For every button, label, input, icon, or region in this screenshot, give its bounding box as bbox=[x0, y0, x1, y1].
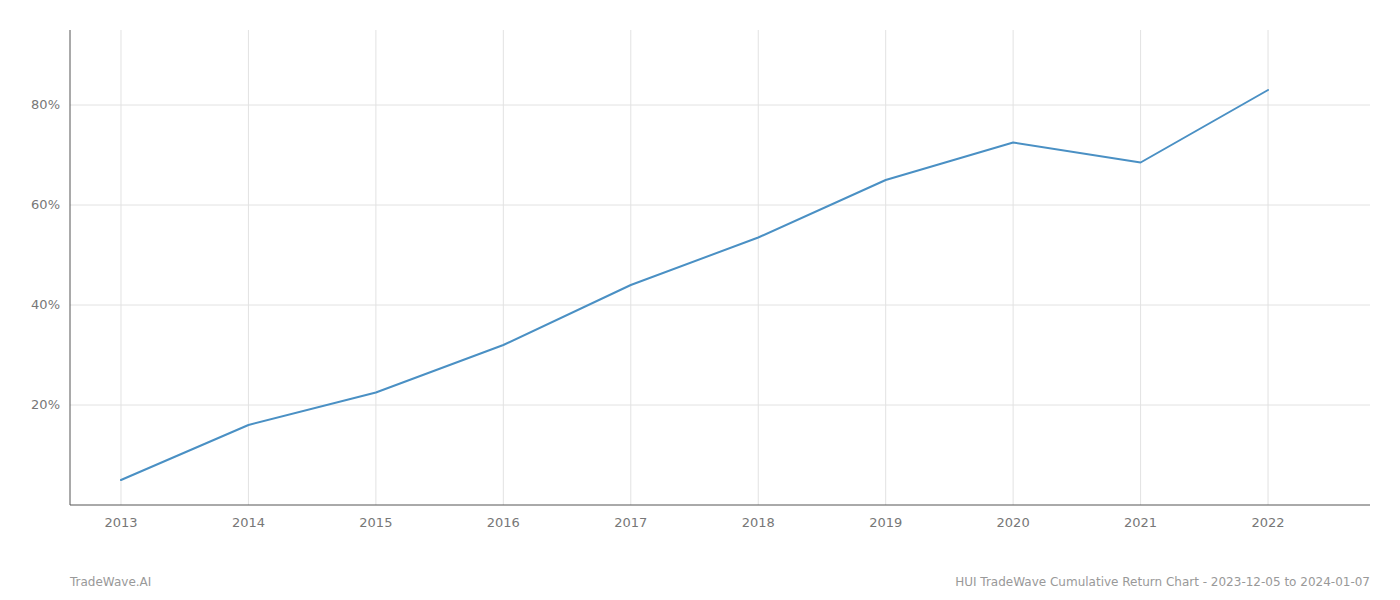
grid bbox=[70, 30, 1370, 505]
x-grid-line bbox=[758, 30, 759, 505]
chart-svg: 20% 40% 60% 80% 2013 2014 2015 2016 2017 2018 2019… bbox=[0, 0, 1400, 600]
x-tick-label: 2017 bbox=[614, 515, 647, 530]
y-tick-label: 80% bbox=[31, 97, 60, 112]
y-tick-label: 60% bbox=[31, 197, 60, 212]
footer-left: TradeWave.AI bbox=[69, 575, 151, 589]
x-tick-label: 2020 bbox=[997, 515, 1030, 530]
background bbox=[0, 0, 1400, 600]
tick-labels: 20% 40% 60% 80% 2013 2014 2015 2016 2017 2018 2019… bbox=[31, 97, 1284, 531]
plot-area bbox=[121, 90, 1268, 480]
y-grid-line bbox=[70, 205, 1370, 206]
x-tick-label: 2014 bbox=[232, 515, 265, 530]
footer-right: HUI TradeWave Cumulative Return Chart - … bbox=[955, 575, 1370, 589]
x-grid-line bbox=[885, 30, 886, 505]
axes bbox=[70, 30, 1370, 505]
x-tick-label: 2013 bbox=[104, 515, 137, 530]
data-line bbox=[121, 90, 1268, 480]
x-tick-label: 2016 bbox=[487, 515, 520, 530]
x-grid-line bbox=[120, 30, 121, 505]
x-grid-line bbox=[503, 30, 504, 505]
x-grid-line bbox=[248, 30, 249, 505]
y-axis-line bbox=[70, 30, 71, 505]
x-grid-line bbox=[1268, 30, 1269, 505]
chart-container: 20% 40% 60% 80% 2013 2014 2015 2016 2017 2018 2019… bbox=[0, 0, 1400, 600]
x-tick-label: 2015 bbox=[359, 515, 392, 530]
x-tick-label: 2022 bbox=[1251, 515, 1284, 530]
x-axis-line bbox=[70, 505, 1370, 506]
x-tick-label: 2019 bbox=[869, 515, 902, 530]
y-grid-line bbox=[70, 105, 1370, 106]
footer: TradeWave.AI HUI TradeWave Cumulative Ret… bbox=[69, 575, 1370, 589]
x-grid-line bbox=[630, 30, 631, 505]
x-tick-label: 2018 bbox=[742, 515, 775, 530]
y-tick-label: 20% bbox=[31, 397, 60, 412]
x-grid-line bbox=[1140, 30, 1141, 505]
y-tick-label: 40% bbox=[31, 297, 60, 312]
x-grid-line bbox=[1013, 30, 1014, 505]
y-grid-line bbox=[70, 305, 1370, 306]
x-grid-line bbox=[375, 30, 376, 505]
x-tick-label: 2021 bbox=[1124, 515, 1157, 530]
y-grid-line bbox=[70, 405, 1370, 406]
